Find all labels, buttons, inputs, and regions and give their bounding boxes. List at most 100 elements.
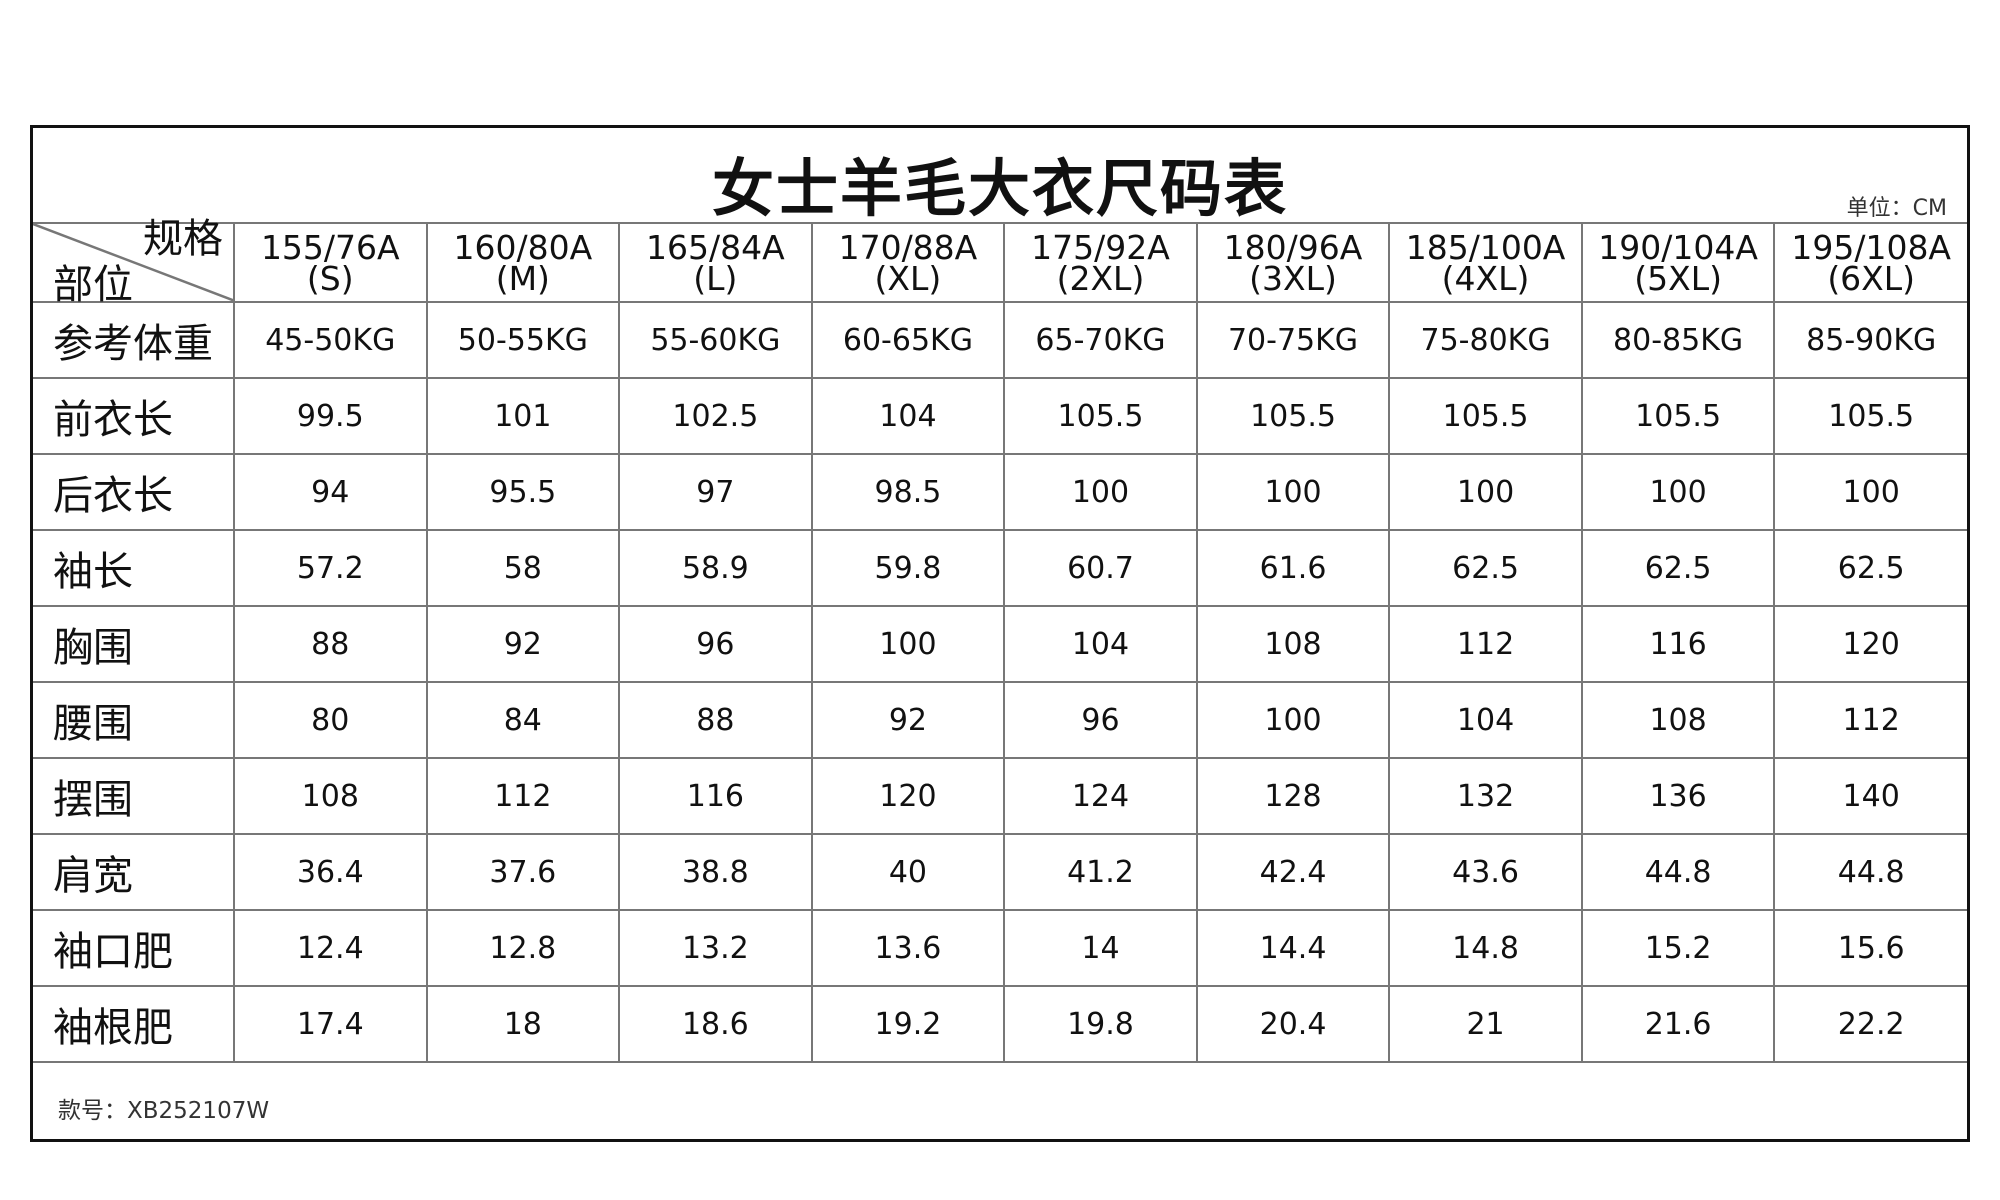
diagonal-line [33,224,235,301]
size-chart: 女士羊毛大衣尺码表 单位：CM 规格 部位 155/76A (S) 160/80A (M)… [30,125,1970,1142]
table-cell: 14.4 [1195,909,1391,987]
table-cell: 13.6 [810,909,1006,987]
table-cell: 105.5 [1388,377,1583,455]
table-row: 袖口肥 12.4 12.8 13.2 13.6 14 14.4 14.8 15.2 15.6 [33,909,1967,987]
table-cell: 65-70KG [1003,301,1198,379]
table-cell: 57.2 [233,529,428,607]
header-row: 规格 部位 155/76A (S) 160/80A (M) 165/84A (L) 170/88… [33,219,1967,305]
table-cell: 116 [618,757,813,835]
table-cell: 124 [1003,757,1198,835]
size-header: 155/76A (S) [233,222,428,303]
style-number: 款号：XB252107W [58,1098,270,1124]
table-cell: 18 [425,985,621,1063]
table-cell: 62.5 [1580,529,1776,607]
table-cell: 104 [1388,681,1583,759]
table-cell: 105.5 [1003,377,1198,455]
table-cell: 60.7 [1003,529,1198,607]
table-cell: 13.2 [618,909,813,987]
table-cell: 97 [618,453,813,531]
size-header: 160/80A (M) [425,222,621,303]
table-cell: 43.6 [1388,833,1583,911]
table-cell: 128 [1195,757,1391,835]
table-cell: 44.8 [1580,833,1776,911]
table-cell: 132 [1388,757,1583,835]
table-cell: 100 [1580,453,1776,531]
row-label: 胸围 [33,605,235,683]
table-cell: 12.4 [233,909,428,987]
table-cell: 19.8 [1003,985,1198,1063]
size-code: 180/96A [1223,227,1363,267]
table-cell: 100 [1195,681,1391,759]
table-cell: 108 [233,757,428,835]
table-cell: 120 [810,757,1006,835]
table-cell: 58.9 [618,529,813,607]
table-cell: 84 [425,681,621,759]
table-cell: 105.5 [1195,377,1391,455]
row-label: 肩宽 [33,833,235,911]
table-row: 肩宽 36.4 37.6 38.8 40 41.2 42.4 43.6 44.8 44.8 [33,833,1967,911]
size-header: 185/100A (4XL) [1388,222,1583,303]
table-cell: 112 [425,757,621,835]
size-code: 155/76A [260,227,400,267]
size-label: (XL) [874,258,942,298]
table-cell: 108 [1580,681,1776,759]
table-cell: 59.8 [810,529,1006,607]
table-cell: 95.5 [425,453,621,531]
row-label: 后衣长 [33,453,235,531]
size-header: 190/104A (5XL) [1580,222,1776,303]
table-cell: 41.2 [1003,833,1198,911]
table-cell: 108 [1195,605,1391,683]
table-cell: 50-55KG [425,301,621,379]
table-cell: 45-50KG [233,301,428,379]
page-title: 女士羊毛大衣尺码表 [711,152,1288,225]
table-cell: 20.4 [1195,985,1391,1063]
table-row: 摆围 108 112 116 120 124 128 132 136 140 [33,757,1967,835]
table-cell: 80-85KG [1580,301,1776,379]
table-cell: 116 [1580,605,1776,683]
table-cell: 136 [1580,757,1776,835]
table-cell: 92 [810,681,1006,759]
size-label: (4XL) [1441,258,1530,298]
row-label: 袖长 [33,529,235,607]
table-cell: 14.8 [1388,909,1583,987]
size-label: (3XL) [1249,258,1337,298]
table-cell: 120 [1773,605,1967,683]
row-label: 袖口肥 [33,909,235,987]
table-cell: 15.6 [1773,909,1967,987]
size-label: (L) [693,258,738,298]
table-cell: 40 [810,833,1006,911]
table-cell: 102.5 [618,377,813,455]
corner-cell: 规格 部位 [33,219,235,305]
row-label: 摆围 [33,757,235,835]
table-cell: 12.8 [425,909,621,987]
size-header: 170/88A (XL) [810,222,1006,303]
table-cell: 105.5 [1773,377,1967,455]
size-code: 175/92A [1031,227,1170,267]
table-cell: 55-60KG [618,301,813,379]
size-header: 180/96A (3XL) [1195,222,1391,303]
table-row: 胸围 88 92 96 100 104 108 112 116 120 [33,605,1967,683]
row-label: 袖根肥 [33,985,235,1063]
table-cell: 100 [1195,453,1391,531]
row-label: 腰围 [33,681,235,759]
size-header: 195/108A (6XL) [1773,222,1967,303]
table-cell: 18.6 [618,985,813,1063]
table-cell: 37.6 [425,833,621,911]
table-cell: 98.5 [810,453,1006,531]
size-label: (6XL) [1827,258,1916,298]
size-table: 规格 部位 155/76A (S) 160/80A (M) 165/84A (L) 170/88… [33,219,1967,1063]
size-label: (M) [495,258,550,298]
table-row: 袖长 57.2 58 58.9 59.8 60.7 61.6 62.5 62.5 62.5 [33,529,1967,607]
table-cell: 104 [810,377,1006,455]
table-cell: 94 [233,453,428,531]
table-cell: 19.2 [810,985,1006,1063]
size-code: 170/88A [838,227,978,267]
size-code: 190/104A [1598,227,1758,267]
table-cell: 62.5 [1773,529,1967,607]
table-cell: 38.8 [618,833,813,911]
table-cell: 96 [1003,681,1198,759]
size-code: 195/108A [1791,227,1952,267]
size-label: (S) [306,258,354,298]
table-cell: 80 [233,681,428,759]
table-cell: 101 [425,377,621,455]
